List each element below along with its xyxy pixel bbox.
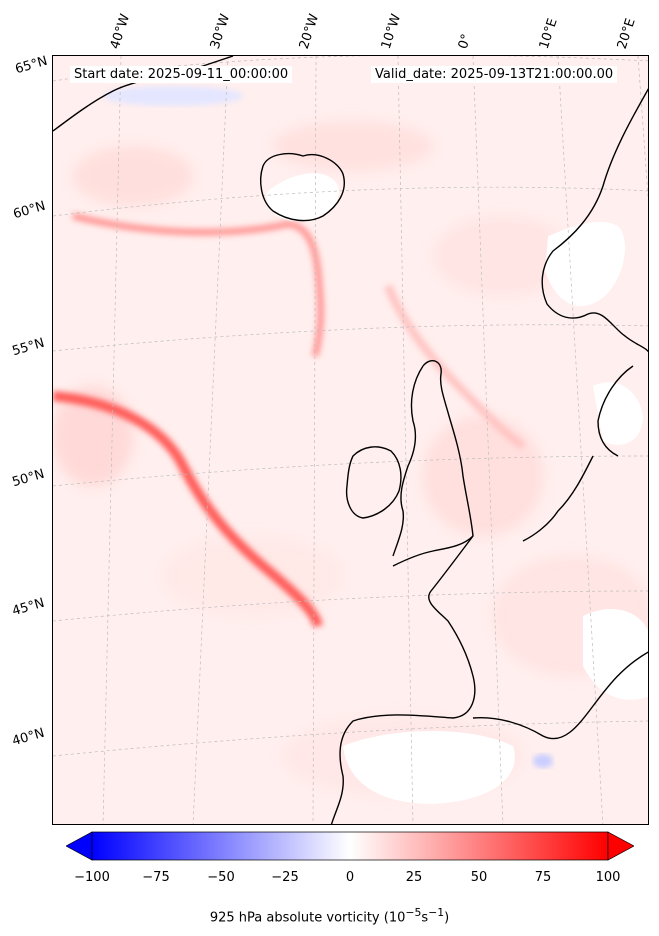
colorbar-tick: −50 <box>207 870 235 885</box>
latitude-label-65n: 65°N <box>13 53 50 78</box>
latitude-label-45n: 45°N <box>10 595 47 620</box>
longitude-label-30w: 30°W <box>207 12 234 51</box>
latitude-label-50n: 50°N <box>10 466 47 491</box>
colorbar-tick: 75 <box>534 870 552 885</box>
longitude-label-10w: 10°W <box>378 12 405 51</box>
colorbar-label: 925 hPa absolute vorticity (10−5s−1) <box>0 906 659 925</box>
valid-date-label: Valid_date: 2025-09-13T21:00:00.00 <box>371 66 618 83</box>
colorbar-ticks: −100 −75 −50 −25 0 25 50 75 100 <box>0 870 659 890</box>
longitude-label-0: 0° <box>455 32 475 51</box>
colorbar-tick: 100 <box>595 870 621 885</box>
vorticity-band-north <box>72 212 325 357</box>
map-canvas <box>53 56 648 824</box>
vorticity-band-north-sea <box>384 284 526 450</box>
latitude-label-60n: 60°N <box>11 198 48 223</box>
colorbar-label-exponent-2: −1 <box>428 906 445 919</box>
longitude-label-10e: 10°E <box>536 16 561 51</box>
start-date-label: Start date: 2025-09-11_00:00:00 <box>70 66 293 83</box>
colorbar-tick: −100 <box>74 870 110 885</box>
longitude-label-40w: 40°W <box>107 12 134 51</box>
vorticity-map <box>52 55 649 825</box>
colorbar-label-unit: s <box>421 910 429 926</box>
latitude-label-40n: 40°N <box>10 725 47 750</box>
colorbar-tick: −75 <box>142 870 170 885</box>
colorbar-tick: −25 <box>271 870 299 885</box>
latitude-label-55n: 55°N <box>10 335 47 360</box>
colorbar-extend-high <box>607 831 634 861</box>
colorbar-label-exponent: −5 <box>405 906 422 919</box>
longitude-label-20e: 20°E <box>614 16 639 51</box>
colorbar-extend-low <box>66 831 93 861</box>
colorbar-tick: 50 <box>470 870 488 885</box>
vorticity-band-atlantic <box>53 391 323 628</box>
colorbar <box>66 831 634 861</box>
land-white-areas <box>266 173 648 804</box>
graticule <box>53 56 648 824</box>
colorbar-tick: 0 <box>345 870 355 885</box>
negative-vorticity-patch <box>103 86 243 106</box>
colorbar-tick: 25 <box>405 870 423 885</box>
negative-vorticity-patch-south <box>533 754 553 768</box>
colorbar-gradient <box>91 831 609 861</box>
colorbar-label-end: ) <box>444 910 450 926</box>
longitude-label-20w: 20°W <box>296 12 323 51</box>
colorbar-label-text: 925 hPa absolute vorticity (10 <box>209 910 406 926</box>
